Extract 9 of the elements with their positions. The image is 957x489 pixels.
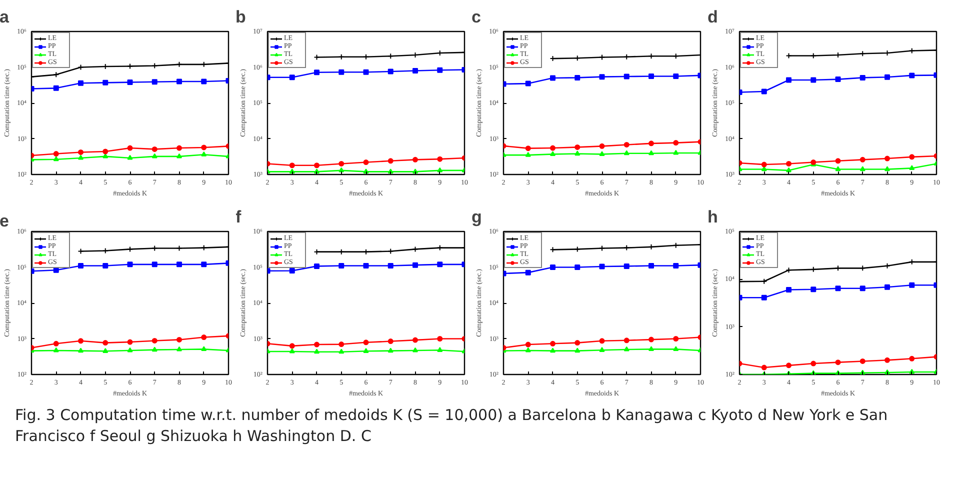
caption: Fig. 3 Computation time w.r.t. number of medoids K (S = 10,000) a Barcelona b Kanagawa c Kyoto d New York e San Francisco f Seoul g Shizuoka h Washington D. C	[15, 405, 889, 447]
chart-title: c	[472, 8, 481, 26]
chart-title: a	[0, 8, 10, 26]
chart-title: g	[472, 208, 482, 226]
chart-title: e	[0, 212, 9, 230]
chart-title: d	[708, 8, 718, 26]
chart-title: f	[236, 208, 242, 226]
chart-title: h	[708, 208, 718, 226]
chart-title: b	[236, 8, 246, 26]
